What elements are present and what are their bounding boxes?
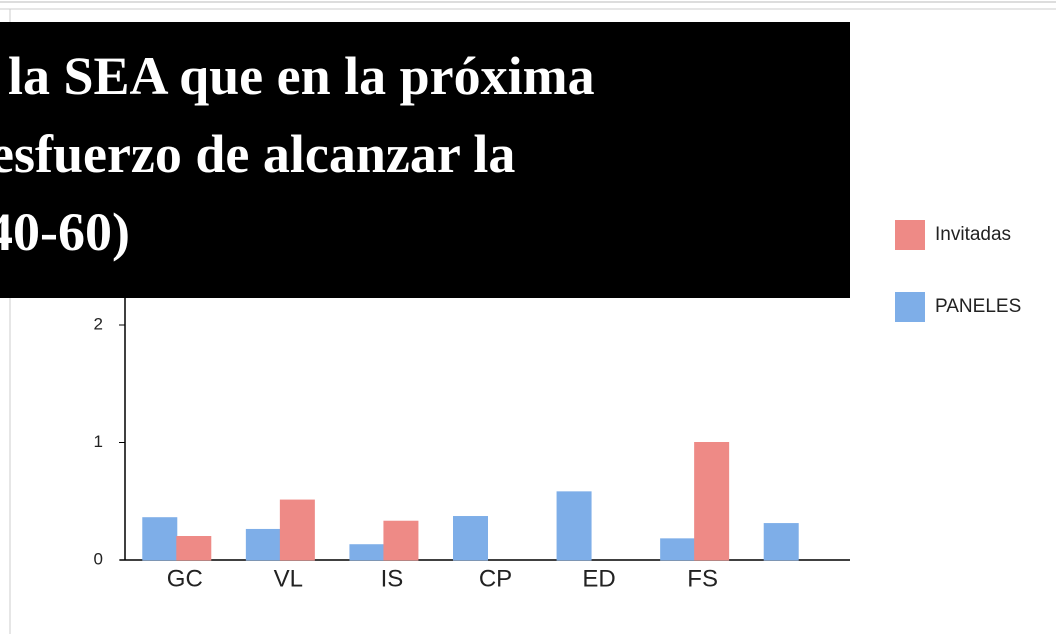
- bar: [556, 491, 592, 561]
- overlay-text: esfuerzo de alcanzar la: [0, 124, 515, 184]
- bar: [383, 520, 419, 561]
- x-tick-label: VL: [274, 565, 303, 592]
- overlay-text: la SEA que en la próxima: [8, 46, 595, 106]
- y-tick-label: 0: [94, 549, 103, 568]
- overlay-text: 40-60): [0, 202, 130, 262]
- x-tick-label: FS: [687, 565, 718, 592]
- x-tick-label: GC: [167, 565, 203, 592]
- y-tick-label: 2: [94, 314, 103, 333]
- bar: [245, 528, 281, 561]
- bar: [660, 538, 696, 561]
- bar: [279, 499, 315, 561]
- bar: [349, 544, 385, 561]
- legend-label: Invitadas: [935, 224, 1011, 245]
- legend-swatch: [895, 220, 925, 250]
- legend-swatch: [895, 292, 925, 322]
- bar: [694, 442, 730, 561]
- bar: [763, 523, 799, 561]
- x-tick-label: CP: [479, 565, 512, 592]
- overlay-box: [0, 22, 850, 298]
- y-tick-label: 1: [94, 432, 103, 451]
- x-tick-label: IS: [381, 565, 404, 592]
- x-tick-label: ED: [582, 565, 615, 592]
- bar: [453, 516, 488, 561]
- legend-label: PANELES: [935, 296, 1021, 317]
- bar: [142, 517, 178, 561]
- plot: 0123GCVLISCPEDFSInvitadasPANELES: [94, 197, 1022, 592]
- bar: [176, 536, 212, 561]
